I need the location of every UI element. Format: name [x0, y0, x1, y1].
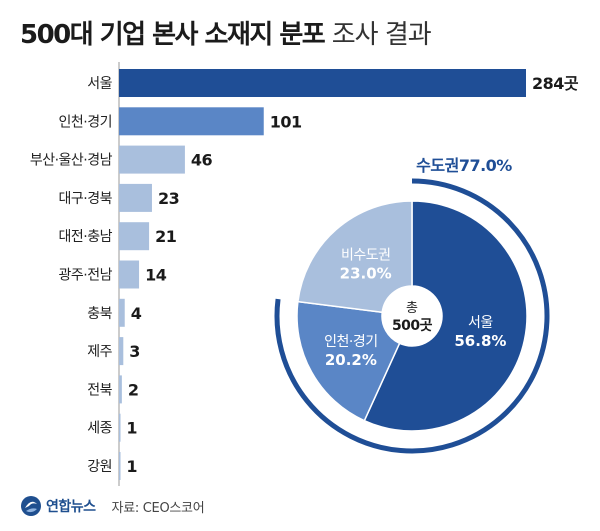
slice-value-label: 23.0%	[340, 264, 392, 282]
bar-value-label: 14	[145, 266, 167, 285]
source-note: 자료: CEO스코어	[111, 500, 205, 516]
bar-value-label: 4	[131, 304, 142, 323]
bar-value-label: 23	[158, 189, 179, 208]
bar	[119, 375, 122, 404]
bar	[119, 222, 150, 251]
bar-value-label: 46	[191, 151, 213, 170]
category-label: 광주·전남	[59, 268, 113, 284]
donut-center	[384, 288, 440, 344]
slice-value-label: 20.2%	[325, 351, 377, 369]
pie-slice	[363, 200, 528, 432]
bar	[119, 298, 125, 327]
category-label: 강원	[87, 459, 112, 475]
bar-value-label: 2	[128, 380, 139, 399]
center-total-label: 500곳	[392, 318, 433, 334]
footer: 연합뉴스 자료: CEO스코어	[20, 492, 205, 520]
category-label: 충북	[87, 306, 112, 322]
bar-value-label: 101	[270, 112, 302, 131]
category-label: 부산·울산·경남	[30, 153, 113, 169]
slice-value-label: 56.8%	[454, 332, 506, 350]
logo-text: 연합뉴스	[46, 499, 96, 515]
bar	[119, 452, 121, 480]
bar-value-label: 284곳	[532, 74, 579, 93]
category-label: 전북	[87, 382, 112, 398]
bar	[119, 145, 185, 174]
category-label: 대구·경북	[59, 191, 113, 207]
slice-label: 비수도권	[341, 247, 391, 263]
title-main: 500대 기업 본사 소재지 분포	[20, 20, 326, 50]
bar-value-label: 1	[126, 457, 137, 476]
bar-value-label: 21	[155, 227, 177, 246]
bar	[119, 183, 152, 212]
center-label: 총	[406, 301, 418, 316]
category-label: 제주	[87, 344, 112, 360]
bar	[119, 107, 264, 136]
bar	[119, 413, 121, 442]
bar	[119, 69, 526, 97]
capital-area-label: 수도권77.0%	[416, 156, 512, 175]
category-label: 서울	[87, 76, 112, 92]
slice-label: 인천·경기	[324, 334, 377, 350]
pie-slice	[297, 200, 413, 314]
bar-value-label: 1	[126, 419, 137, 438]
category-label: 인천·경기	[59, 114, 112, 130]
category-label: 세종	[87, 421, 112, 437]
category-label: 대전·충남	[59, 229, 113, 245]
bar-value-label: 3	[129, 342, 140, 361]
yonhap-logo-icon	[21, 496, 41, 516]
title-sub: 조사 결과	[331, 20, 432, 50]
bar	[119, 337, 124, 366]
pie-slice	[296, 300, 401, 422]
bar	[119, 260, 140, 289]
chart-title: 500대 기업 본사 소재지 분포 조사 결과	[20, 14, 432, 51]
capital-area-arc	[274, 178, 550, 454]
slice-label: 서울	[468, 315, 493, 331]
